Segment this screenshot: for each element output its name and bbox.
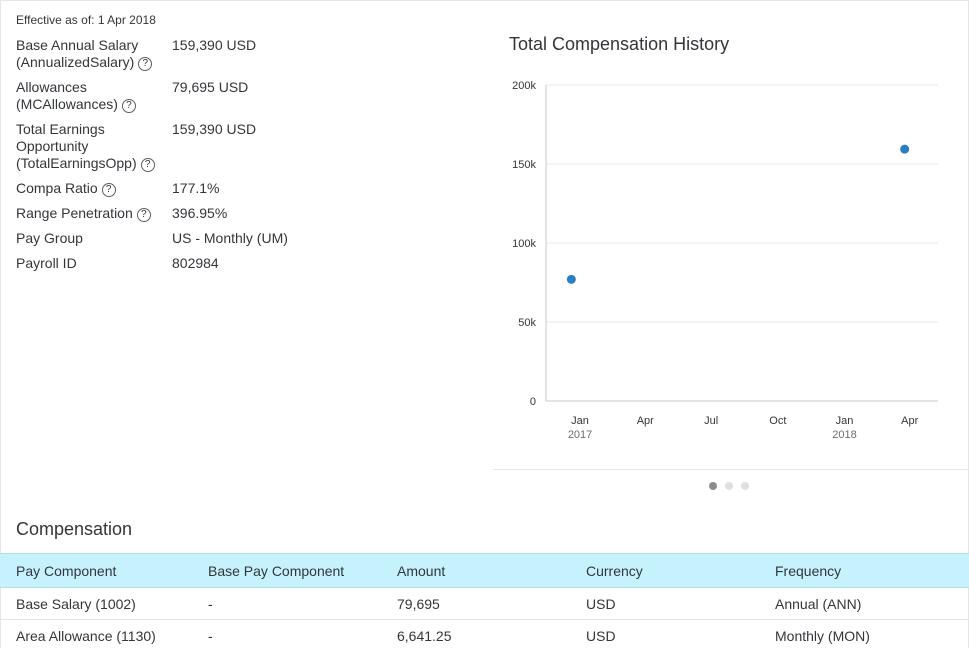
field-label: Payroll ID	[16, 255, 166, 272]
x-tick-label: Apr	[901, 415, 918, 427]
field-value: 396.95%	[172, 205, 228, 221]
field-value: 159,390 USD	[172, 37, 257, 53]
section-title-compensation: Compensation	[16, 519, 133, 539]
x-tick-label: Jan	[836, 415, 854, 427]
cell-base-pay-component: -	[208, 596, 213, 612]
cell-amount: 6,641.25	[397, 628, 452, 644]
compensation-history-chart: 0 50k 100k 150k 200k Jan 2017 Apr Jul Oct Jan 2018 A…	[512, 80, 938, 441]
carousel-dot[interactable]	[725, 482, 733, 490]
cell-pay-component: Base Salary (1002)	[16, 596, 136, 612]
y-tick-label: 50k	[518, 317, 536, 329]
field-label-line: Total Earnings	[16, 121, 105, 137]
header-frequency[interactable]: Frequency	[775, 563, 842, 579]
compensation-table: Pay Component Base Pay Component Amount …	[0, 553, 969, 648]
field-label-line: Pay Group	[16, 230, 83, 246]
field-value: US - Monthly (UM)	[172, 230, 288, 246]
x-tick-label: Jul	[704, 415, 718, 427]
help-icon[interactable]: ?	[101, 183, 116, 197]
y-tick-label: 100k	[512, 238, 536, 250]
cell-currency: USD	[586, 596, 616, 612]
field-value: 159,390 USD	[172, 121, 257, 137]
field-label: Base Annual Salary (AnnualizedSalary)?	[16, 37, 166, 71]
data-point	[566, 274, 576, 284]
header-currency[interactable]: Currency	[586, 563, 643, 579]
field-label-line: Payroll ID	[16, 255, 77, 271]
field-label: Total Earnings Opportunity (TotalEarningsO…	[16, 121, 166, 172]
header-pay-component[interactable]: Pay Component	[16, 563, 117, 579]
field-label: Range Penetration?	[16, 205, 166, 222]
field-label-line: Base Annual Salary	[16, 37, 139, 53]
chart-divider	[493, 469, 969, 470]
table-header: Pay Component Base Pay Component Amount …	[0, 553, 969, 588]
help-icon[interactable]: ?	[121, 99, 136, 113]
field-label-line: Compa Ratio?	[16, 180, 166, 197]
field-label-line: (TotalEarningsOpp)?	[16, 155, 166, 172]
carousel-indicator[interactable]	[709, 482, 749, 490]
field-label: Allowances (MCAllowances)?	[16, 79, 166, 113]
cell-pay-component: Area Allowance (1130)	[16, 628, 156, 644]
help-icon[interactable]: ?	[140, 158, 155, 172]
help-icon[interactable]: ?	[138, 57, 153, 71]
x-tick-year-label: 2018	[832, 429, 856, 441]
x-tick-year-label: 2017	[568, 429, 592, 441]
field-value: 802984	[172, 255, 219, 271]
x-tick-label: Oct	[769, 415, 786, 427]
cell-currency: USD	[586, 628, 616, 644]
chart-title: Total Compensation History	[509, 34, 730, 54]
x-tick-label: Apr	[637, 415, 654, 427]
cell-amount: 79,695	[397, 596, 440, 612]
effective-date: Effective as of: 1 Apr 2018	[16, 13, 156, 27]
field-label-line: Allowances	[16, 79, 87, 95]
cell-frequency: Annual (ANN)	[775, 596, 862, 612]
field-label-line: (MCAllowances)?	[16, 96, 166, 113]
field-label: Pay Group	[16, 230, 166, 247]
field-label: Compa Ratio?	[16, 180, 166, 197]
table-row[interactable]: Base Salary (1002) - 79,695 USD Annual (…	[0, 588, 969, 620]
header-base-pay-component[interactable]: Base Pay Component	[208, 563, 345, 579]
field-label-line: (AnnualizedSalary)?	[16, 54, 166, 71]
field-label-line: Opportunity	[16, 138, 89, 154]
header-amount[interactable]: Amount	[397, 563, 446, 579]
y-tick-label: 0	[530, 396, 536, 408]
field-value: 177.1%	[172, 180, 220, 196]
field-value: 79,695 USD	[172, 79, 249, 95]
table-row[interactable]: Area Allowance (1130) - 6,641.25 USD Mon…	[0, 620, 969, 648]
x-tick-label: Jan	[571, 415, 589, 427]
cell-frequency: Monthly (MON)	[775, 628, 870, 644]
carousel-dot[interactable]	[709, 482, 717, 490]
help-icon[interactable]: ?	[136, 208, 151, 222]
y-tick-label: 150k	[512, 159, 536, 171]
cell-base-pay-component: -	[208, 628, 213, 644]
carousel-dot[interactable]	[741, 482, 749, 490]
data-point	[900, 144, 910, 154]
y-tick-label: 200k	[512, 80, 536, 92]
field-label-line: Range Penetration?	[16, 205, 166, 222]
